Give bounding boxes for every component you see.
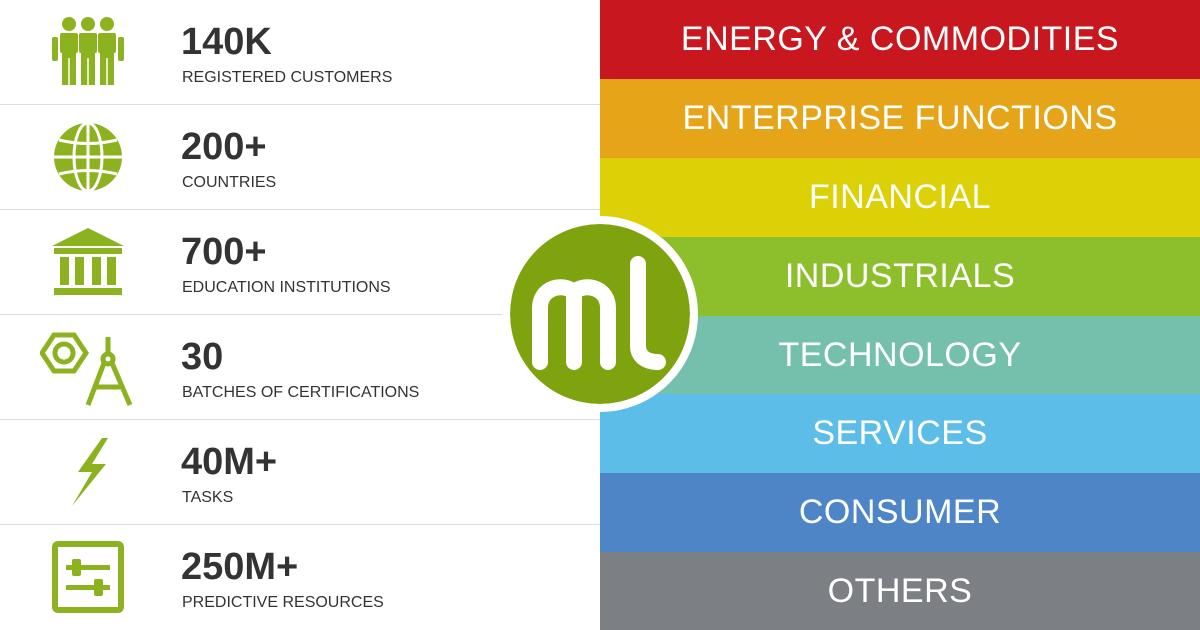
industry-label: TECHNOLOGY	[778, 335, 1022, 374]
stat-row-customers: 140K REGISTERED CUSTOMERS	[0, 0, 600, 105]
industry-band-services: SERVICES	[600, 394, 1200, 473]
stat-value: 700+	[181, 231, 267, 273]
lightning-icon	[40, 432, 136, 512]
institution-icon	[40, 222, 136, 302]
industry-label: FINANCIAL	[808, 178, 992, 216]
stat-value: 30	[181, 336, 224, 378]
stat-value: 200+	[181, 126, 267, 168]
stat-label: BATCHES OF CERTIFICATIONS	[182, 384, 420, 401]
industry-band-enterprise: ENTERPRISE FUNCTIONS	[600, 79, 1200, 158]
sliders-icon	[40, 537, 136, 617]
industry-label: CONSUMER	[798, 493, 1002, 531]
brand-logo	[502, 216, 698, 412]
industry-label: ENERGY & COMMODITIES	[680, 20, 1120, 58]
stats-panel: 140K REGISTERED CUSTOMERS 200+ COUNTRIES	[0, 0, 600, 630]
industry-band-financial: FINANCIAL	[600, 158, 1200, 237]
stat-label: COUNTRIES	[182, 174, 277, 191]
stat-value: 40M+	[181, 441, 278, 483]
people-icon	[40, 12, 136, 92]
industry-band-others: OTHERS	[600, 552, 1200, 630]
industry-band-consumer: CONSUMER	[600, 473, 1200, 552]
stat-value: 250M+	[181, 546, 299, 588]
industry-band-energy: ENERGY & COMMODITIES	[600, 0, 1200, 79]
industry-label: INDUSTRIALS	[784, 257, 1016, 295]
stat-label: EDUCATION INSTITUTIONS	[182, 279, 391, 296]
stat-label: TASKS	[182, 489, 234, 506]
stat-label: REGISTERED CUSTOMERS	[182, 69, 393, 86]
industry-label: OTHERS	[827, 571, 973, 610]
industry-label: SERVICES	[812, 414, 988, 452]
stat-row-countries: 200+ COUNTRIES	[0, 105, 600, 210]
globe-icon	[40, 117, 136, 197]
industry-band-industrials: INDUSTRIALS	[600, 237, 1200, 316]
stat-label: PREDICTIVE RESOURCES	[182, 594, 384, 611]
compass-icon	[40, 327, 136, 407]
stat-row-resources: 250M+ PREDICTIVE RESOURCES	[0, 525, 600, 630]
stat-value: 140K	[181, 21, 272, 63]
industry-label: ENTERPRISE FUNCTIONS	[682, 99, 1118, 137]
stat-row-certifications: 30 BATCHES OF CERTIFICATIONS	[0, 315, 600, 420]
logo-badge	[510, 224, 690, 404]
industry-band-technology: TECHNOLOGY	[600, 316, 1200, 394]
industries-panel: ENERGY & COMMODITIES ENTERPRISE FUNCTION…	[600, 0, 1200, 630]
stat-row-tasks: 40M+ TASKS	[0, 420, 600, 525]
stat-row-institutions: 700+ EDUCATION INSTITUTIONS	[0, 210, 600, 315]
logo-mark	[510, 224, 690, 404]
